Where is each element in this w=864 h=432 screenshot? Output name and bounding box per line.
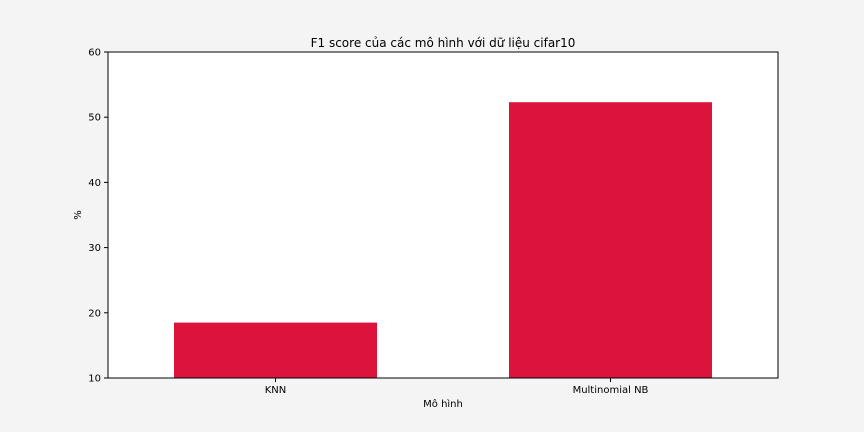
y-tick-label: 30 [88,243,101,254]
x-axis: KNN Multinomial NB [265,378,649,396]
bars-group [173,102,713,378]
y-tick-label: 60 [88,48,101,59]
y-axis-label: % [73,210,84,220]
y-tick-label: 40 [88,178,101,189]
bar-knn [173,322,378,378]
plot-frame [107,51,779,379]
chart-title: F1 score của các mô hình với dữ liệu cif… [311,36,576,50]
bar-multinomial-nb [508,102,713,378]
x-tick-label: Multinomial NB [573,385,649,396]
y-tick-label: 50 [88,113,101,124]
x-tick-label: KNN [265,385,287,396]
y-axis: 10 20 30 40 50 60 [88,48,108,385]
y-tick-label: 10 [88,374,101,385]
y-tick-label: 20 [88,308,101,319]
x-axis-label: Mô hình [423,398,463,410]
